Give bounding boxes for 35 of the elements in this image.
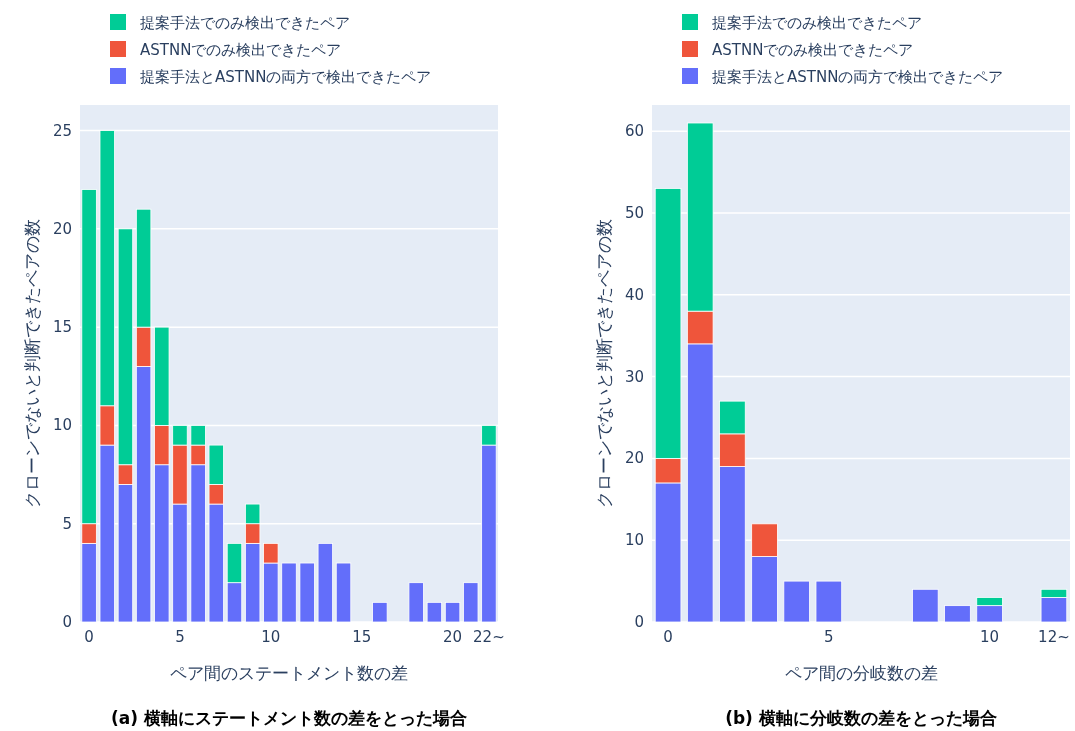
x-tick-label: 0	[663, 628, 673, 646]
y-tick-label: 25	[52, 121, 72, 140]
legend-label: ASTNNでのみ検出できたペア	[140, 41, 342, 59]
x-tick-label: 22~	[473, 628, 505, 646]
legend-label: 提案手法でのみ検出できたペア	[712, 14, 922, 32]
y-tick-label: 20	[624, 449, 644, 468]
text: (a) 横軸にステートメント数の差をとった場合	[111, 708, 467, 728]
y-tick-label: 40	[624, 285, 644, 304]
y-tick-label: 0	[62, 613, 72, 631]
x-tick-label: 5	[175, 628, 185, 646]
x-tick-label: 20	[443, 628, 463, 646]
y-tick-label: 10	[52, 416, 72, 435]
x-tick-label: 0	[84, 628, 94, 646]
x-tick-label: 15	[352, 628, 372, 646]
x-tick-label: 5	[824, 628, 834, 646]
y-tick-label: 30	[624, 367, 644, 386]
x-axis-title: ペア間のステートメント数の差	[170, 663, 408, 683]
y-tick-label: 50	[624, 203, 644, 222]
y-tick-label: 0	[634, 613, 644, 631]
legend-label: ASTNNでのみ検出できたペア	[712, 41, 914, 59]
y-tick-label: 15	[52, 318, 72, 337]
y-tick-label: 60	[624, 122, 644, 141]
x-tick-label: 12~	[1038, 628, 1070, 646]
text: (b) 横軸に分岐数の差をとった場合	[725, 708, 997, 728]
y-tick-label: 10	[624, 531, 644, 550]
legend-label: 提案手法とASTNNの両方で検出できたペア	[140, 68, 432, 86]
y-axis-title: クローンでないと判断できたペアの数	[594, 219, 614, 508]
y-tick-label: 20	[52, 219, 72, 238]
legend-label: 提案手法でのみ検出できたペア	[140, 14, 350, 32]
legend-label: 提案手法とASTNNの両方で検出できたペア	[712, 68, 1004, 86]
y-tick-label: 5	[62, 514, 72, 533]
x-tick-label: 10	[261, 628, 281, 646]
y-axis-title: クローンでないと判断できたペアの数	[22, 219, 42, 508]
x-axis-title: ペア間の分岐数の差	[784, 663, 938, 683]
x-tick-label: 10	[980, 628, 1000, 646]
